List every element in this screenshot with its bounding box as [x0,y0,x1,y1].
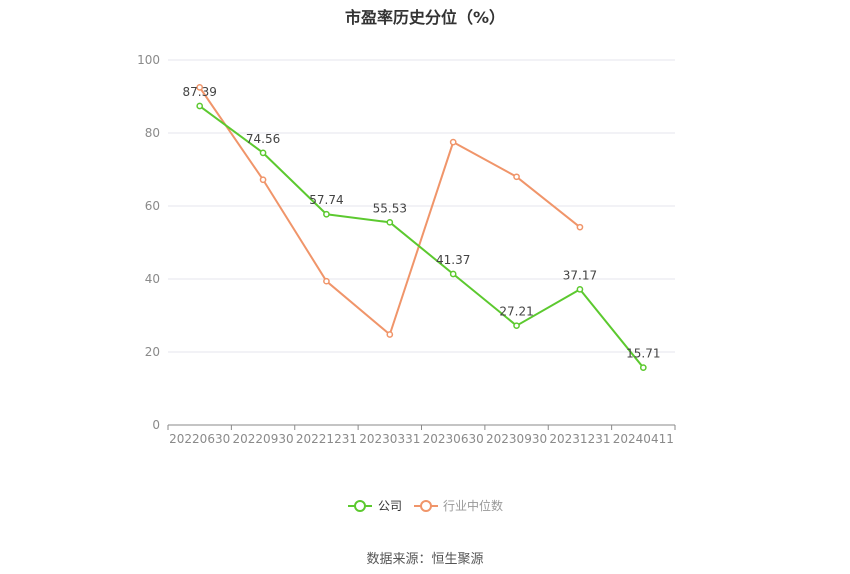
data-point[interactable] [386,331,394,338]
y-tick-label: 100 [137,53,160,67]
series-lines [196,84,647,372]
x-tick-label: 20221231 [296,432,357,446]
legend[interactable]: 公司 行业中位数 [348,498,503,513]
data-label: 74.56 [246,132,280,146]
data-label: 55.53 [373,201,407,215]
data-label: 41.37 [436,253,470,267]
data-point[interactable] [576,285,584,293]
data-label: 87.39 [183,85,217,99]
x-tick-label: 20230930 [486,432,547,446]
data-label: 37.17 [563,268,597,282]
x-tick-label: 20231231 [549,432,610,446]
data-point[interactable] [259,176,267,184]
data-point[interactable] [513,173,520,181]
data-point[interactable] [449,138,457,146]
y-tick-label: 80 [145,126,160,140]
data-label: 27.21 [499,305,533,319]
series-line-0 [199,105,645,369]
data-point[interactable] [639,364,647,372]
data-point[interactable] [449,270,457,278]
y-tick-label: 40 [145,272,160,286]
legend-label-0[interactable]: 公司 [378,499,402,513]
data-label: 15.71 [626,347,660,361]
y-tick-label: 20 [145,345,160,359]
data-point[interactable] [386,218,394,226]
chart-title: 市盈率历史分位（%） [344,8,506,27]
y-tick-label: 0 [152,418,160,432]
data-label: 57.74 [309,193,343,207]
legend-swatch-marker-0[interactable] [354,500,366,512]
y-tick-label: 60 [145,199,160,213]
data-point[interactable] [259,149,267,157]
data-point[interactable] [196,84,204,91]
data-point[interactable] [323,210,330,218]
data-point[interactable] [576,223,584,231]
data-labels: 87.39 74.56 57.74 55.53 41.37 27.21 37.17 15.71 [183,85,661,361]
x-tick-label: 20220930 [233,432,294,446]
x-tick-label: 20220630 [169,432,230,446]
x-tick-label: 20230331 [359,432,420,446]
data-point[interactable] [196,102,204,110]
data-point[interactable] [323,277,330,285]
data-point[interactable] [513,322,520,330]
legend-swatch-marker-1[interactable] [420,500,432,512]
grid-lines [168,59,675,353]
legend-label-1[interactable]: 行业中位数 [443,498,503,513]
x-tick-label: 20230630 [423,432,484,446]
x-tick-label: 20240411 [613,432,674,446]
source-note: 数据来源：恒生聚源 [366,552,484,567]
